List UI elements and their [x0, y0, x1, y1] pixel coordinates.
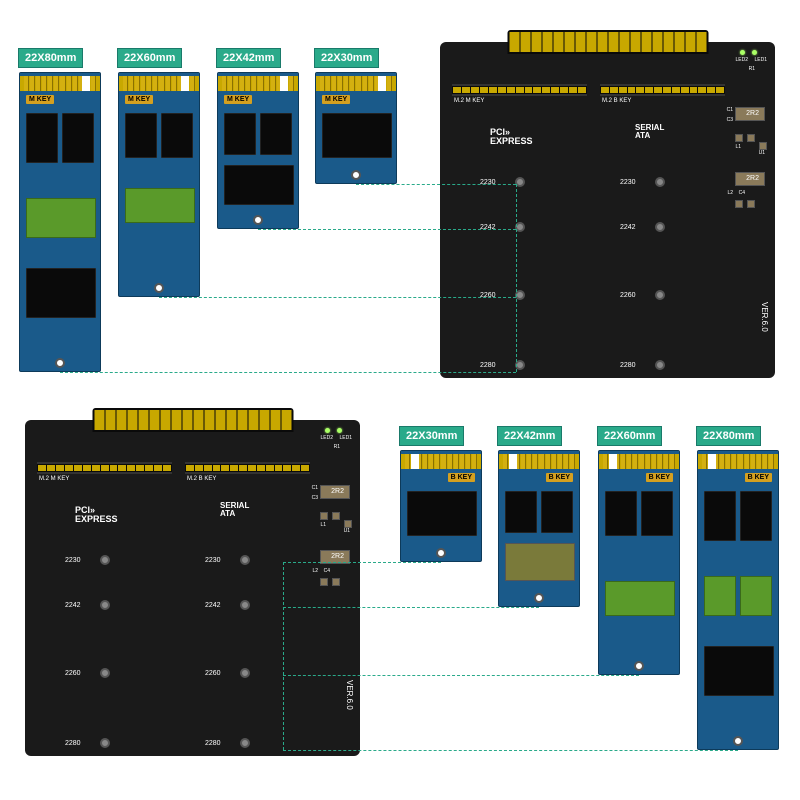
size-label: 22X60mm [117, 48, 182, 68]
key-label: B KEY [546, 473, 573, 482]
sata-connector [507, 30, 708, 54]
key-label: M KEY [26, 95, 54, 104]
ssd-2280-bkey: B KEY [697, 450, 779, 750]
guide-line [60, 372, 516, 373]
ssd-2230-bkey: B KEY [400, 450, 482, 562]
size-label: 22X42mm [216, 48, 281, 68]
key-label: M KEY [322, 95, 350, 104]
guide-line [283, 607, 539, 608]
slot-label-mkey: M.2 M KEY [39, 476, 69, 482]
ssd-2230-mkey: M KEY [315, 72, 397, 184]
size-label: 22X60mm [597, 426, 662, 446]
guide-line [283, 562, 441, 563]
ssd-2260-bkey: B KEY [598, 450, 680, 675]
size-label: 22X30mm [314, 48, 379, 68]
key-label: B KEY [448, 473, 475, 482]
sata-connector [92, 408, 293, 432]
serial-ata-logo: SERIAL ATA [635, 124, 664, 140]
slot-label-mkey: M.2 M KEY [454, 98, 484, 104]
size-label: 22X80mm [696, 426, 761, 446]
version-label: VER.6.0 [760, 302, 769, 332]
serial-ata-logo: SERIAL ATA [220, 502, 249, 518]
guide-line [356, 184, 516, 185]
size-label: 22X30mm [399, 426, 464, 446]
key-label: M KEY [125, 95, 153, 104]
ssd-2242-bkey: B KEY [498, 450, 580, 607]
size-label: 22X42mm [497, 426, 562, 446]
pci-express-logo: PCI» EXPRESS [490, 128, 533, 146]
slot-label-bkey: M.2 B KEY [602, 98, 631, 104]
ssd-2280-mkey: M KEY [19, 72, 101, 372]
guide-line [159, 297, 516, 298]
guide-line [283, 675, 639, 676]
key-label: B KEY [745, 473, 772, 482]
guide-line [283, 750, 738, 751]
key-label: M KEY [224, 95, 252, 104]
version-label: VER.6.0 [345, 680, 354, 710]
ssd-2260-mkey: M KEY [118, 72, 200, 297]
pci-express-logo: PCI» EXPRESS [75, 506, 118, 524]
adapter-board-bottom: LED2 LED1 R1 M.2 M KEY M.2 B KEY PCI» EX… [25, 420, 360, 756]
key-label: B KEY [646, 473, 673, 482]
guide-line [258, 229, 516, 230]
adapter-board-top: LED2 LED1 R1 M.2 M KEY M.2 B KEY PCI» EX… [440, 42, 775, 378]
size-label: 22X80mm [18, 48, 83, 68]
ssd-2242-mkey: M KEY [217, 72, 299, 229]
guide-line [283, 562, 284, 750]
slot-label-bkey: M.2 B KEY [187, 476, 216, 482]
guide-line [516, 184, 517, 372]
